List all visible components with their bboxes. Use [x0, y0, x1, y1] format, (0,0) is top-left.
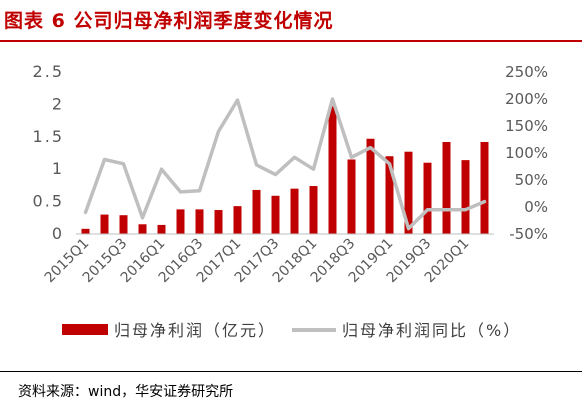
legend-bar-swatch — [62, 324, 108, 335]
bar — [290, 188, 299, 234]
left-axis-tick-label: 1.5 — [33, 127, 64, 146]
bar — [100, 214, 109, 234]
x-axis: 2015Q12015Q32016Q12016Q32017Q12017Q32018… — [42, 233, 494, 286]
bar — [138, 224, 147, 234]
left-axis-tick-label: 0 — [52, 224, 64, 243]
legend-line-label: 归母净利润同比（%） — [342, 321, 521, 340]
bar — [385, 156, 394, 234]
right-axis-tick-label: -50% — [509, 225, 548, 243]
left-axis-tick-label: 0.5 — [33, 192, 64, 211]
bar — [157, 224, 166, 234]
line-series — [83, 97, 487, 231]
bar — [404, 151, 413, 234]
bar — [119, 215, 128, 234]
right-axis-tick-label: 100% — [505, 144, 548, 162]
bar — [442, 141, 451, 234]
bar — [214, 210, 223, 234]
left-axis: 0 0.5 1 1.5 2 2.5 — [33, 62, 64, 243]
bar — [233, 206, 242, 234]
right-axis: -50% 0% 50% 100% 150% 200% 250% — [505, 63, 548, 243]
right-axis-tick-label: 200% — [505, 90, 548, 108]
bar-series — [81, 106, 489, 234]
chart: 0 0.5 1 1.5 2 2.5 -50% 0% 50% 100% 150% 200% 250% 2… — [33, 62, 548, 340]
bar — [195, 209, 204, 234]
bar — [309, 186, 318, 234]
footer-divider — [0, 371, 582, 372]
bar — [252, 189, 261, 234]
bar — [347, 159, 356, 234]
figure-title: 图表 6 公司归母净利润季度变化情况 — [4, 10, 334, 32]
right-axis-tick-label: 0% — [524, 198, 548, 216]
bar — [328, 106, 337, 234]
legend: 归母净利润（亿元） 归母净利润同比（%） — [62, 321, 521, 340]
bar — [423, 162, 432, 234]
bar — [366, 138, 375, 234]
legend-bar-label: 归母净利润（亿元） — [114, 321, 276, 340]
left-axis-tick-label: 1 — [52, 159, 64, 178]
left-axis-tick-label: 2.5 — [33, 62, 64, 81]
bar — [461, 160, 470, 234]
right-axis-tick-label: 250% — [505, 63, 548, 81]
line-path — [83, 97, 487, 231]
bar — [271, 195, 280, 234]
right-axis-tick-label: 50% — [515, 171, 548, 189]
bar — [480, 141, 489, 234]
bar — [81, 228, 90, 234]
figure-title-bar: 图表 6 公司归母净利润季度变化情况 — [0, 0, 582, 42]
left-axis-tick-label: 2 — [52, 94, 64, 113]
bar — [176, 209, 185, 234]
right-axis-tick-label: 150% — [505, 117, 548, 135]
source-note: 资料来源：wind，华安证券研究所 — [18, 384, 234, 400]
